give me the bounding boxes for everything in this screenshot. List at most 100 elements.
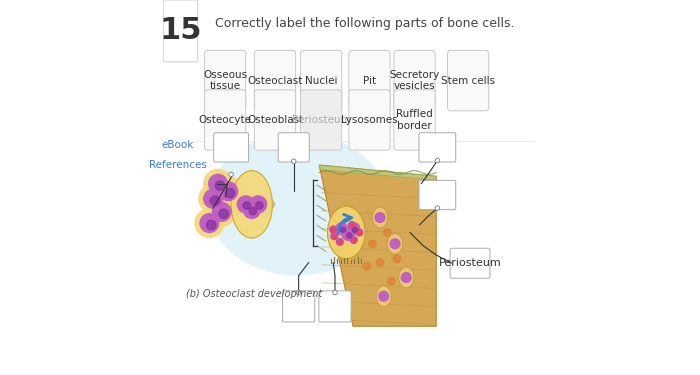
Circle shape [204,189,223,208]
Circle shape [218,182,237,201]
Circle shape [435,206,440,210]
FancyBboxPatch shape [204,51,246,111]
Circle shape [342,228,354,240]
Polygon shape [319,165,436,180]
FancyBboxPatch shape [450,248,490,278]
Circle shape [352,227,358,232]
Text: eBook: eBook [161,141,194,150]
FancyBboxPatch shape [204,90,246,150]
Text: Osteoclast: Osteoclast [247,76,302,86]
Circle shape [353,239,356,242]
Circle shape [339,241,342,244]
Circle shape [377,259,384,266]
FancyBboxPatch shape [349,51,390,111]
Circle shape [225,188,234,198]
Circle shape [249,207,257,215]
Circle shape [209,174,228,193]
Circle shape [237,196,254,213]
Ellipse shape [372,207,388,228]
Circle shape [435,158,440,163]
Text: (b) Osteoclast development: (b) Osteoclast development [186,290,323,299]
Text: 15: 15 [160,16,202,45]
Ellipse shape [377,286,391,307]
Circle shape [349,222,355,228]
Circle shape [358,232,362,235]
FancyBboxPatch shape [163,0,197,62]
Circle shape [393,255,400,262]
Ellipse shape [207,133,388,276]
Text: Stem cells: Stem cells [441,76,495,86]
Circle shape [206,220,216,230]
Circle shape [195,209,223,237]
Circle shape [330,226,337,233]
FancyArrowPatch shape [338,214,351,234]
Ellipse shape [231,171,272,238]
FancyBboxPatch shape [319,291,351,322]
Text: Osseous
tissue: Osseous tissue [203,70,247,92]
Text: References: References [148,160,206,170]
Circle shape [332,290,337,295]
Circle shape [204,170,232,198]
Text: Periosteum: Periosteum [292,115,351,125]
Circle shape [229,172,233,177]
FancyBboxPatch shape [394,51,435,111]
FancyBboxPatch shape [300,90,342,150]
Circle shape [401,273,411,282]
Ellipse shape [399,267,414,288]
Text: Secretory
vesicles: Secretory vesicles [389,70,440,92]
Circle shape [340,227,346,232]
Circle shape [207,198,236,226]
FancyBboxPatch shape [349,90,390,150]
FancyBboxPatch shape [254,90,295,150]
Circle shape [348,223,360,235]
Circle shape [369,240,377,248]
Circle shape [210,196,220,206]
Ellipse shape [388,233,402,254]
Text: Pit: Pit [363,76,376,86]
FancyArrow shape [237,192,275,217]
Circle shape [351,237,357,243]
FancyBboxPatch shape [214,133,248,162]
Circle shape [363,262,370,270]
Circle shape [356,229,363,236]
Circle shape [351,224,354,227]
Circle shape [219,209,228,218]
Circle shape [336,223,348,235]
Circle shape [214,177,242,206]
Circle shape [296,290,301,295]
FancyBboxPatch shape [254,51,295,111]
Circle shape [384,229,391,236]
Circle shape [244,202,260,218]
Text: Nuclei: Nuclei [305,76,337,86]
Text: Osteocyte: Osteocyte [199,115,251,125]
Circle shape [388,278,395,285]
Text: Correctly label the following parts of bone cells.: Correctly label the following parts of b… [216,17,514,30]
Circle shape [375,213,385,222]
Circle shape [332,229,335,232]
Text: Osteoblast: Osteoblast [247,115,303,125]
Text: Periosteum: Periosteum [439,258,501,268]
Circle shape [379,291,389,301]
Circle shape [333,236,337,238]
Circle shape [337,238,343,245]
FancyBboxPatch shape [419,180,456,210]
Circle shape [212,202,231,221]
FancyBboxPatch shape [394,90,435,150]
FancyBboxPatch shape [278,133,309,162]
Circle shape [215,181,225,190]
Polygon shape [319,165,436,326]
Circle shape [346,233,352,238]
Circle shape [200,214,218,232]
Ellipse shape [328,206,365,259]
Circle shape [256,202,263,209]
Circle shape [250,196,267,213]
Circle shape [291,159,296,164]
FancyBboxPatch shape [447,51,489,111]
FancyBboxPatch shape [283,291,315,322]
Circle shape [331,233,337,240]
Circle shape [243,202,251,209]
Text: Ruffled
border: Ruffled border [396,109,433,131]
FancyBboxPatch shape [300,51,342,111]
Circle shape [199,184,228,213]
FancyBboxPatch shape [419,133,456,162]
